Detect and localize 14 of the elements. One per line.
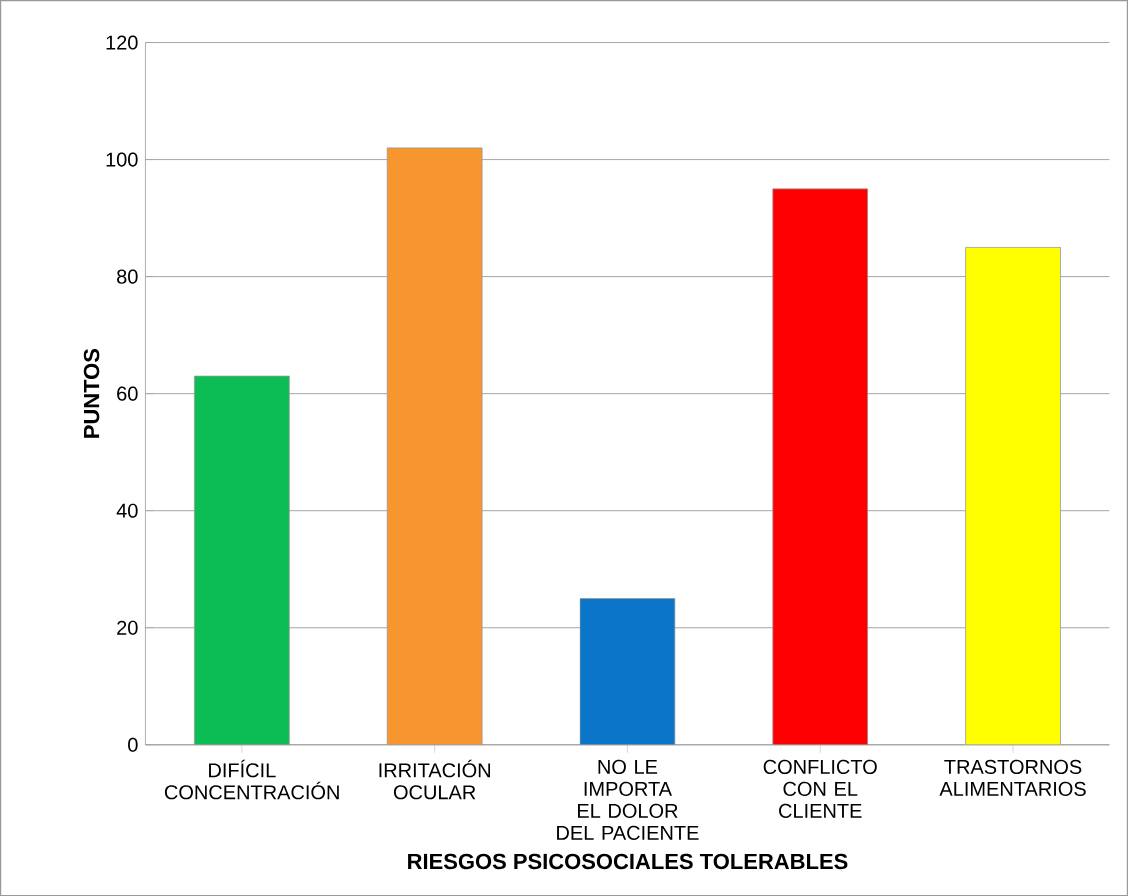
y-tick-label: 40 — [116, 503, 138, 518]
x-tick-label: IRRITACIÓN OCULAR — [379, 759, 491, 800]
y-tick-label: 60 — [117, 386, 138, 401]
x-tick-label: TRASTORNOS ALIMENTARIOS — [939, 759, 1086, 796]
y-tick-label: 0 — [128, 737, 138, 752]
y-tick-label: 20 — [117, 620, 138, 635]
x-tick-label: CONFLICTO CON EL CLIENTE — [763, 759, 877, 818]
x-tick-label: DIFÍCIL CONCENTRACIÓN — [164, 759, 339, 800]
x-axis-title: RIESGOS PSICOSOCIALES TOLERABLES — [408, 853, 848, 870]
y-tick-label: 80 — [117, 269, 138, 284]
y-tick-label: 120 — [106, 35, 138, 50]
y-axis-title: PUNTOS — [83, 348, 100, 438]
x-tick-label: NO LE IMPORTA EL DOLOR DEL PACIENTE — [557, 759, 699, 840]
y-tick-label: 100 — [106, 152, 138, 167]
